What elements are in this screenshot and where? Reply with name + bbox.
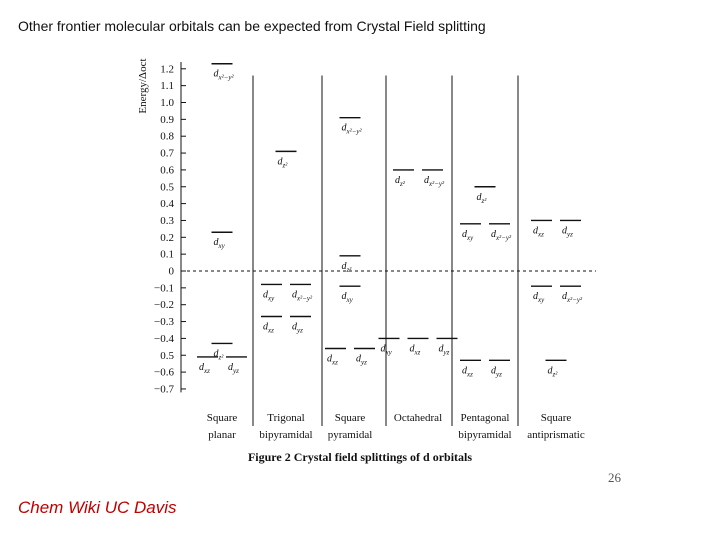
y-tick-label: 1.1	[160, 80, 174, 92]
y-tick-label: 0.9	[160, 114, 174, 126]
orbital-label: dx²−y²	[214, 69, 235, 82]
orbital-label: dxy	[462, 229, 474, 242]
y-tick-label: −0.3	[154, 316, 174, 328]
orbital-label: dx²−y²	[491, 229, 512, 242]
orbital-label: dz²	[342, 261, 353, 274]
orbital-label: dz²	[395, 175, 406, 188]
page-number: 26	[608, 470, 621, 485]
geometry-name-line2: pyramidal	[328, 429, 373, 441]
y-tick-label: 0.3	[160, 215, 174, 227]
geometry-name-line2: bipyramidal	[458, 429, 511, 441]
geometry-name: Pentagonal	[461, 412, 510, 424]
orbital-label: dyz	[356, 354, 367, 367]
y-tick-label: 0.6	[160, 164, 174, 176]
figure-caption: Figure 2 Crystal field splittings of d o…	[248, 450, 472, 464]
orbital-label: dx²−y²	[562, 291, 583, 304]
orbital-label: dxz	[410, 343, 421, 356]
orbital-label: dz²	[548, 365, 559, 378]
y-tick-label: 0.7	[160, 148, 174, 160]
orbital-label: dyz	[439, 343, 450, 356]
slide-title: Other frontier molecular orbitals can be…	[18, 18, 486, 34]
y-tick-label: 0.2	[160, 232, 174, 244]
orbital-label: dxy	[214, 237, 226, 250]
orbital-label: dyz	[562, 225, 573, 238]
orbital-label: dz²	[214, 348, 225, 361]
y-tick-label: 1.0	[160, 97, 174, 109]
orbital-label: dxz	[462, 365, 473, 378]
orbital-label: dx²−y²	[424, 175, 445, 188]
y-tick-label: 0.8	[160, 131, 174, 143]
geometry-name: Square	[335, 412, 366, 424]
y-tick-label: −0.7	[154, 383, 174, 395]
y-tick-label: −0.1	[154, 282, 174, 294]
y-tick-label: 0.5	[160, 350, 174, 362]
geometry-name: Octahedral	[394, 412, 442, 424]
orbital-label: dxy	[263, 289, 275, 302]
orbital-label: dxy	[533, 291, 545, 304]
geometry-name: Square	[541, 412, 572, 424]
orbital-label: dx²−y²	[342, 123, 363, 136]
orbital-label: dz²	[278, 156, 289, 169]
orbital-label: dz²	[477, 192, 488, 205]
orbital-label: dxz	[327, 354, 338, 367]
source-credit: Chem Wiki UC Davis	[18, 498, 177, 517]
geometry-name: Square	[207, 412, 238, 424]
geometry-name-line2: planar	[208, 429, 236, 441]
orbital-label: dxz	[533, 225, 544, 238]
y-tick-label: 0.1	[160, 249, 174, 261]
y-tick-label: 0.4	[160, 198, 174, 210]
y-tick-label: 0	[169, 266, 175, 278]
orbital-label: dxy	[381, 343, 393, 356]
orbital-label: dxz	[263, 321, 274, 334]
orbital-label: dyz	[228, 362, 239, 375]
orbital-label: dyz	[491, 365, 502, 378]
orbital-label: dyz	[292, 321, 303, 334]
orbital-label: dx²−y²	[292, 289, 313, 302]
orbital-label: dxy	[342, 291, 354, 304]
y-tick-label: 1.2	[160, 63, 174, 75]
y-tick-label: −0.4	[154, 333, 174, 345]
geometry-name-line2: antiprismatic	[527, 429, 585, 441]
orbital-label: dxz	[199, 362, 210, 375]
geometry-name: Trigonal	[267, 412, 305, 424]
geometry-name-line2: bipyramidal	[259, 429, 312, 441]
y-tick-label: −0.6	[154, 367, 174, 379]
y-axis-title: Energy/Δoct	[137, 58, 149, 113]
y-tick-label: −0.2	[154, 299, 174, 311]
y-tick-label: 0.5	[160, 181, 174, 193]
